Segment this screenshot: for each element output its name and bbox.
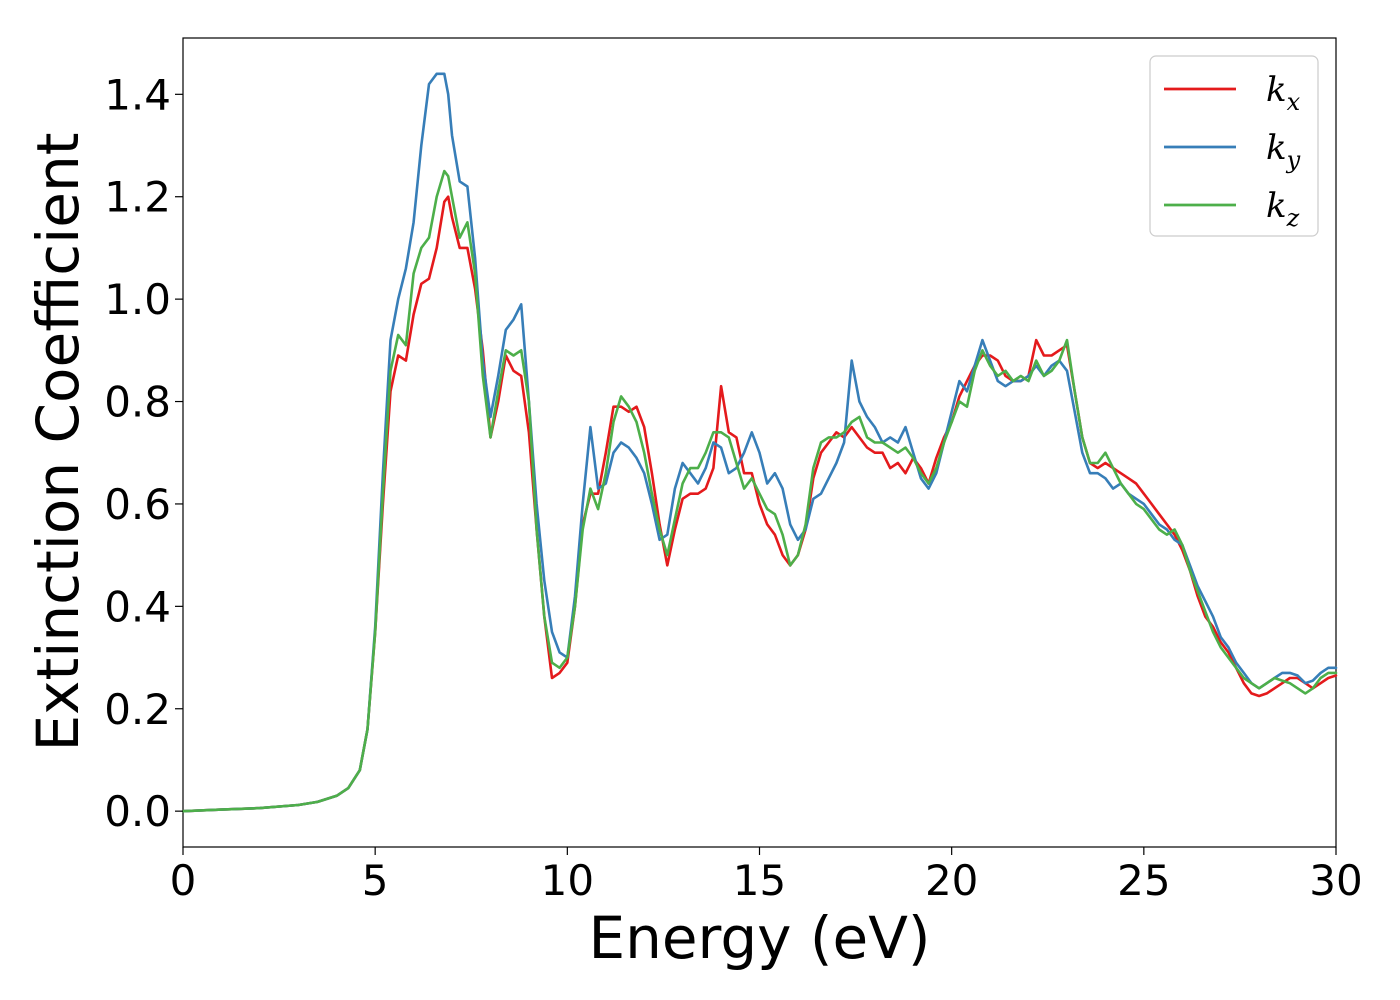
x-tick-label: 15 [733, 856, 786, 905]
legend-label-x: kx [1266, 70, 1301, 116]
legend-label-y: ky [1266, 128, 1301, 174]
y-tick-label: 1.0 [104, 275, 171, 324]
y-tick-label: 1.4 [104, 70, 171, 119]
legend: kx ky kz [1149, 55, 1319, 237]
y-tick-label: 0.0 [104, 787, 171, 836]
legend-label-z: kz [1266, 186, 1300, 232]
x-axis-ticks: 0 5 10 15 20 25 30 [170, 847, 1363, 905]
x-axis-label: Energy (eV) [588, 904, 930, 972]
x-tick-label: 0 [170, 856, 197, 905]
plot-area [182, 37, 1337, 848]
series-line-y [181, 72, 1338, 813]
x-tick-label: 5 [362, 856, 389, 905]
series-layer [181, 72, 1338, 813]
x-tick-label: 10 [541, 856, 594, 905]
y-tick-label: 0.4 [104, 582, 171, 631]
series-line-x [181, 195, 1338, 813]
y-tick-label: 0.6 [104, 480, 171, 529]
x-tick-label: 25 [1117, 856, 1170, 905]
plot-frame [182, 37, 1337, 848]
y-tick-label: 1.2 [104, 173, 171, 222]
y-tick-label: 0.8 [104, 378, 171, 427]
series-line-z [181, 169, 1338, 813]
y-axis-ticks: 0.0 0.2 0.4 0.6 0.8 1.0 1.2 1.4 [104, 70, 183, 836]
x-tick-label: 30 [1309, 856, 1362, 905]
y-tick-label: 0.2 [104, 685, 171, 734]
x-tick-label: 20 [925, 856, 978, 905]
y-axis-label: Extinction Coefficient [24, 133, 92, 752]
